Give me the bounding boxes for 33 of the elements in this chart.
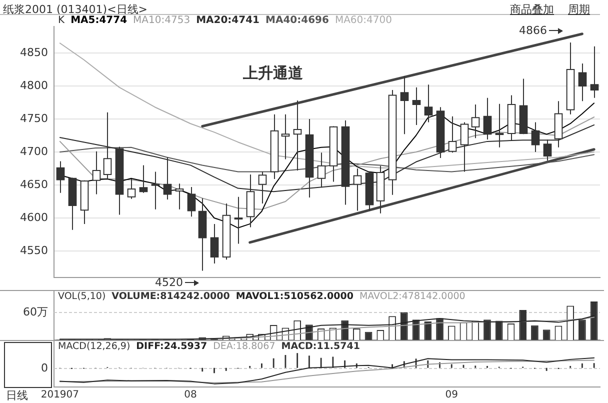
annotation: 上升通道: [243, 64, 303, 82]
x-tick-label: 201907: [40, 390, 80, 401]
text: DIFF:24.5937: [136, 341, 208, 352]
chart-title: 纸浆2001 (013401)<日线>: [3, 2, 148, 16]
series-label: MACD:11.5741: [281, 341, 360, 352]
text: MA20:4741: [196, 15, 260, 26]
ref-line-label: 60万: [23, 305, 48, 318]
annotation: 4866: [519, 24, 547, 37]
text: MA10:4753: [133, 15, 190, 26]
y-tick-label: 4600: [20, 210, 48, 224]
chart-title: VOL(5,10): [58, 291, 106, 302]
text: MAVOL2:478142.0000: [359, 291, 466, 302]
y-tick-label: 4550: [20, 244, 48, 257]
y-tick-label: 4700: [20, 144, 48, 158]
text: 商品叠加: [510, 3, 554, 16]
y-tick-label: 4800: [20, 78, 48, 92]
y-tick-label: 4650: [20, 178, 48, 191]
chart-title: MACD(12,26,9): [58, 341, 130, 352]
text: MA40:4696: [266, 15, 329, 26]
y-tick-label: 4750: [20, 112, 48, 125]
text: MA5:4774: [70, 15, 128, 26]
text: DEA:18.8067: [213, 341, 276, 352]
text: MA60:4700: [334, 15, 392, 26]
text: VOLUME:814242.0000: [112, 291, 230, 302]
annotation: 4520: [155, 276, 183, 289]
x-tick-label: 08: [184, 390, 197, 401]
text: 周期: [568, 3, 590, 16]
text: MAVOL1:510562.0000: [236, 291, 354, 302]
ref-line-label: 0: [41, 361, 48, 374]
text: K: [58, 15, 65, 26]
text: 日线: [6, 389, 28, 402]
y-tick-label: 4850: [20, 46, 48, 59]
x-tick-label: 09: [445, 390, 458, 401]
